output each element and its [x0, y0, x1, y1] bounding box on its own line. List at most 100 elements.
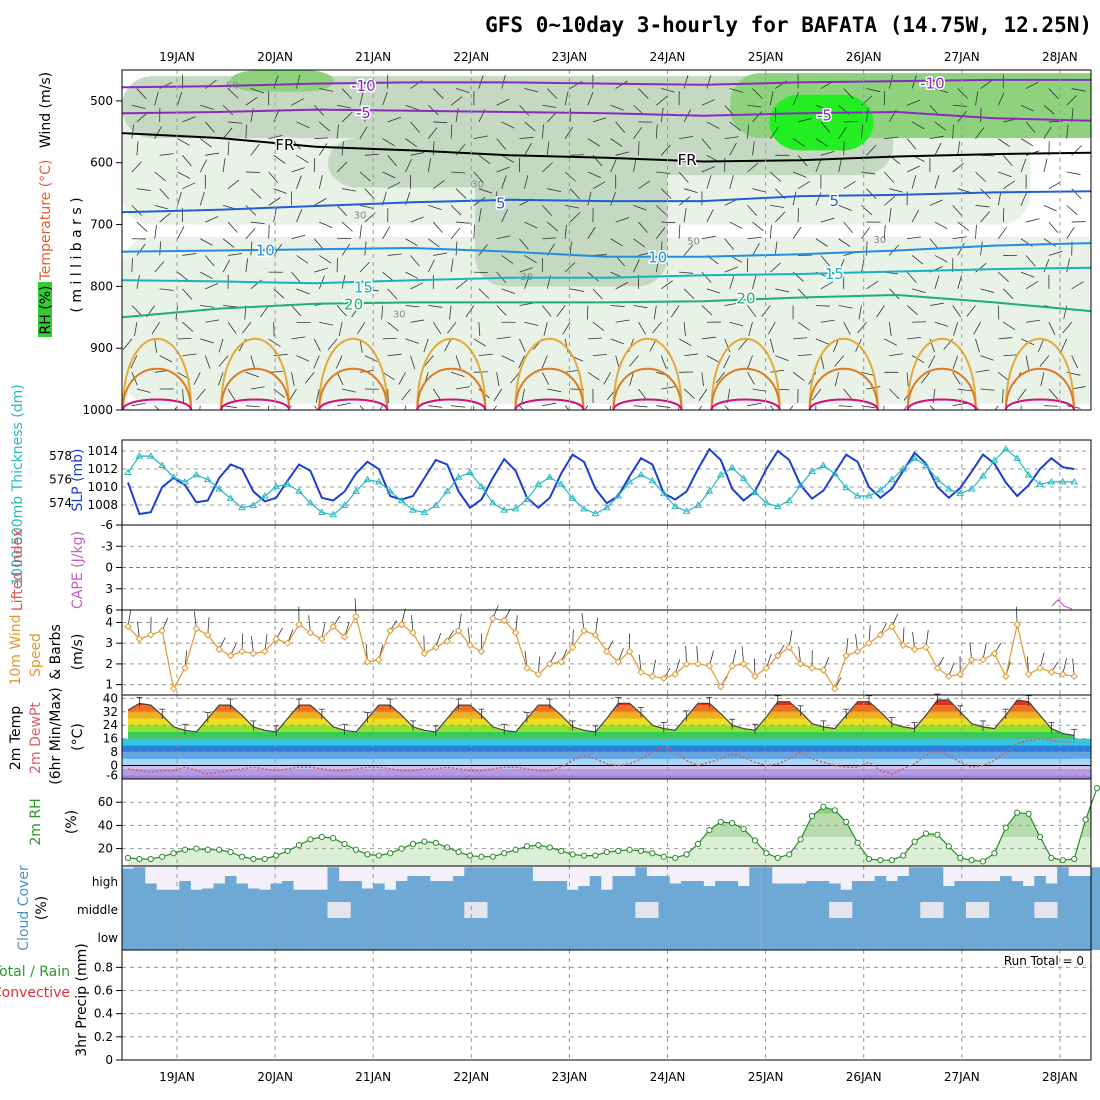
cloud-cover-bar	[692, 919, 704, 950]
cloud-cover-bar	[224, 876, 237, 891]
cloud-cover-bar	[1068, 919, 1081, 950]
wind-speed-marker	[432, 643, 440, 652]
cloud-cover-bar	[635, 867, 647, 891]
wind-barb	[638, 252, 653, 256]
wind-barb	[610, 138, 623, 147]
wind-barb	[638, 322, 646, 335]
wind-barb	[655, 124, 658, 139]
wind-barb	[313, 238, 324, 250]
bottom-date-label: 24JAN	[650, 1070, 686, 1084]
lifted-index-tick-label: 6	[105, 603, 113, 617]
wind-speed-marker	[546, 660, 554, 668]
temp-unit-label: (°C)	[70, 723, 86, 751]
wind-barb	[889, 188, 903, 193]
wind-barb	[218, 372, 224, 386]
low-level-temperature-contour	[710, 398, 781, 410]
wind-barb	[496, 235, 511, 240]
wind-barb	[154, 126, 162, 139]
wind-barb	[318, 143, 328, 156]
cloud-cover-bar	[532, 919, 545, 950]
wind-barb	[478, 322, 481, 337]
wind-barb	[1071, 386, 1086, 390]
wind-barb	[569, 241, 572, 256]
wind-barb	[911, 121, 925, 130]
wind-barb	[450, 124, 453, 139]
wind-barb	[928, 355, 936, 369]
temp-color-band	[128, 700, 1075, 706]
wind-barb	[250, 241, 253, 256]
wind-barb	[752, 275, 757, 289]
rh-marker	[170, 850, 177, 857]
cold-color-band	[122, 745, 1091, 753]
wind-barb	[151, 321, 161, 335]
wind-barb	[683, 74, 689, 89]
wind-barb	[241, 321, 252, 334]
isotherm-label: 15	[825, 265, 844, 283]
wind-barb	[182, 182, 196, 190]
wind-barb	[661, 280, 673, 290]
wind-barb	[428, 238, 440, 248]
wind-barb	[359, 204, 374, 209]
slp-tick-label: 1010	[87, 480, 118, 494]
wind-barb	[724, 136, 739, 140]
wind-barb	[792, 371, 805, 381]
wind-barb	[136, 112, 148, 123]
cloud-cover-bar	[179, 891, 191, 919]
thickness-tick-label: 576	[49, 473, 72, 487]
cloud-cover-bar	[532, 891, 545, 919]
wind-barb	[222, 104, 234, 116]
wind-barb	[592, 181, 606, 190]
wind-barb	[313, 355, 320, 369]
cloud-cover-bar	[1068, 891, 1081, 919]
wind-barb	[245, 124, 247, 139]
thickness-marker	[705, 487, 714, 494]
slp-tick-label: 1008	[87, 498, 118, 512]
thickness-marker	[158, 461, 167, 468]
cloud-cover-bar	[863, 919, 875, 950]
wind-barb	[767, 322, 776, 335]
wind-barb	[838, 158, 842, 173]
cloud-cover-bar	[270, 891, 283, 919]
cloud-cover-bar	[544, 881, 556, 891]
wind-barb	[564, 262, 576, 273]
wind-barb	[296, 288, 310, 295]
wind-barb	[683, 322, 686, 337]
wind-barb	[1020, 104, 1034, 112]
low-level-temperature-contour	[808, 367, 879, 410]
cloud-cover-bar	[156, 891, 169, 919]
wind-barb	[182, 288, 193, 300]
rh-contour-label: 30	[471, 179, 484, 190]
wind-barb	[747, 124, 749, 139]
wind-barb	[747, 236, 762, 240]
wind-barb	[1002, 155, 1013, 167]
wind-barb	[1003, 354, 1018, 356]
cloud-cover-bar	[749, 919, 761, 950]
rh-marker	[945, 843, 952, 850]
wind-barb	[273, 288, 285, 299]
low-level-temperature-contour	[122, 337, 192, 410]
thickness-marker	[295, 487, 303, 494]
wind-barb	[569, 211, 581, 223]
wind-barb	[952, 236, 967, 240]
wind-barb	[1063, 305, 1068, 320]
wind-barb	[182, 116, 196, 123]
wind-barb	[450, 371, 465, 377]
wind-barb	[405, 138, 418, 148]
cloud-cover-bar	[430, 891, 442, 919]
wind-barb	[268, 338, 281, 347]
wind-barb	[889, 388, 900, 400]
bottom-date-label: 28JAN	[1042, 1070, 1078, 1084]
cloud-cover-bar	[1057, 919, 1069, 950]
rh-marker	[831, 807, 838, 814]
wind-speed-marker	[1047, 668, 1056, 676]
cloud-cover-bar	[475, 867, 488, 891]
wind-speed-marker	[204, 631, 212, 639]
isotherm-label: 5	[496, 194, 506, 212]
rh-contour-label: 30	[874, 235, 887, 246]
rh-area	[128, 784, 1091, 866]
temperature-axis-label: Temperature (°C)	[38, 160, 54, 282]
isotherm-label: 5	[829, 192, 839, 210]
wind-barb	[177, 138, 190, 146]
wind-barb	[387, 353, 402, 356]
cloud-cover-bar	[316, 889, 328, 891]
